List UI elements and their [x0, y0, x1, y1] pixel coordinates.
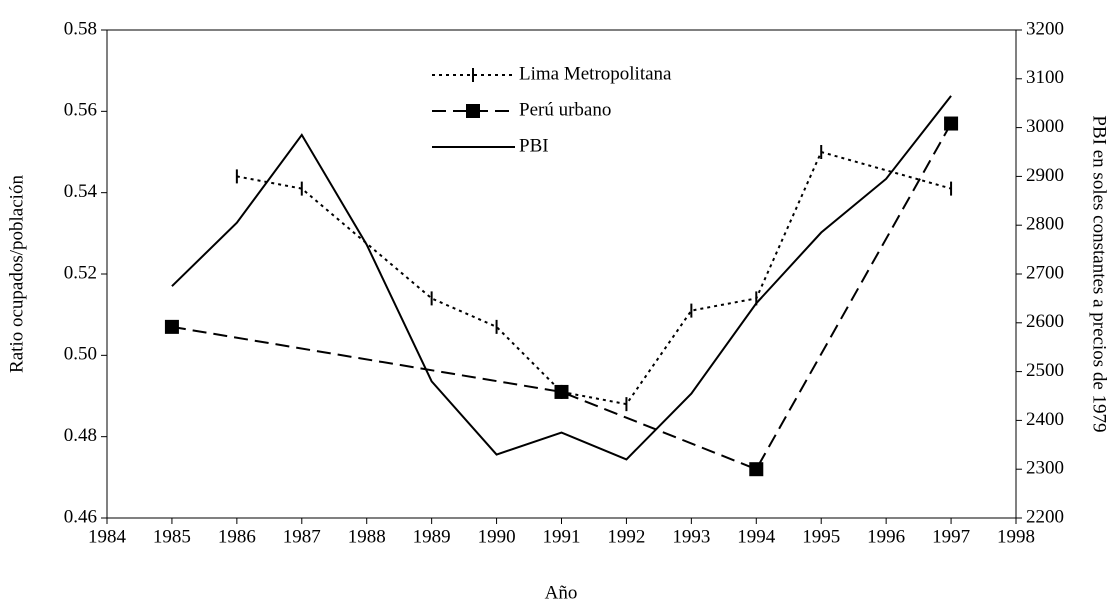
y-tick-label: 0.58: [64, 18, 97, 39]
y2-axis-title: PBI en soles constantes a precios de 197…: [1089, 115, 1110, 432]
x-tick-label: 1986: [218, 526, 256, 547]
x-tick-label: 1993: [672, 526, 710, 547]
series-line: [171, 95, 952, 461]
x-tick-label: 1994: [737, 526, 776, 547]
legend-label: Lima Metropolitana: [519, 63, 672, 84]
series-line: [171, 123, 952, 471]
x-tick-label: 1996: [867, 526, 905, 547]
legend-marker: [466, 104, 480, 118]
marker: [554, 384, 569, 399]
x-tick-label: 1984: [88, 526, 127, 547]
x-tick-label: 1997: [932, 526, 970, 547]
y-tick-label: 0.54: [64, 181, 98, 202]
x-tick-label: 1998: [997, 526, 1035, 547]
y2-tick-label: 2300: [1026, 458, 1064, 479]
y2-tick-label: 2600: [1026, 311, 1064, 332]
y2-tick-label: 3000: [1026, 116, 1064, 137]
legend-label: Perú urbano: [519, 99, 611, 120]
y2-tick-label: 2200: [1026, 506, 1064, 527]
marker: [164, 319, 179, 334]
y2-tick-label: 2700: [1026, 262, 1064, 283]
marker: [944, 116, 959, 131]
y2-tick-label: 2900: [1026, 165, 1064, 186]
y-tick-label: 0.50: [64, 344, 97, 365]
x-tick-label: 1985: [153, 526, 191, 547]
x-tick-label: 1995: [802, 526, 840, 547]
y-tick-label: 0.52: [64, 262, 97, 283]
x-axis-title: Año: [545, 582, 578, 603]
y2-tick-label: 2500: [1026, 360, 1064, 381]
marker: [749, 462, 764, 477]
x-tick-label: 1991: [543, 526, 581, 547]
x-tick-label: 1988: [348, 526, 386, 547]
y-tick-label: 0.46: [64, 506, 97, 527]
x-tick-label: 1990: [478, 526, 516, 547]
y2-tick-label: 3200: [1026, 18, 1064, 39]
y2-tick-label: 2800: [1026, 214, 1064, 235]
series-line: [236, 150, 952, 406]
y2-tick-label: 2400: [1026, 409, 1064, 430]
y2-tick-label: 3100: [1026, 67, 1064, 88]
x-tick-label: 1992: [607, 526, 645, 547]
legend-label: PBI: [519, 135, 549, 156]
x-tick-label: 1989: [413, 526, 451, 547]
y-axis-title: Ratio ocupados/población: [6, 175, 27, 373]
y-tick-label: 0.56: [64, 100, 97, 121]
y-tick-label: 0.48: [64, 425, 97, 446]
x-tick-label: 1987: [283, 526, 321, 547]
